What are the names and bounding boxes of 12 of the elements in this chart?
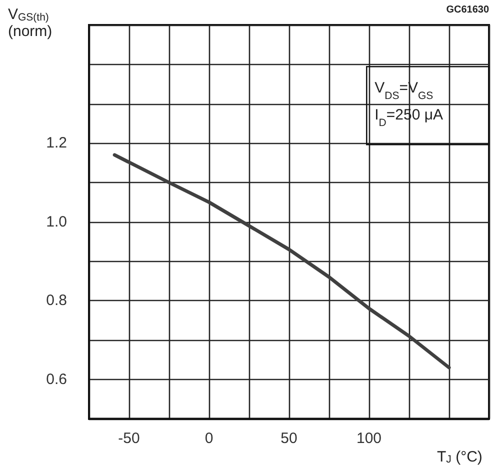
y-tick-label: 1.0 — [46, 213, 67, 230]
y-tick-label: 1.2 — [46, 134, 67, 152]
x-tick-label: 100 — [356, 430, 382, 447]
text: GC61630 — [446, 4, 490, 16]
y-tick-label: 0.8 — [46, 292, 67, 310]
x-tick-label: 50 — [280, 430, 298, 447]
x-axis-title: TJ (°C) — [437, 448, 482, 465]
y-axis-title: VGS(th) (norm) — [8, 6, 52, 40]
x-tick-label: -50 — [118, 430, 140, 447]
line-series — [112, 153, 451, 370]
y-tick-label: 0.6 — [46, 370, 67, 388]
x-tick-label: 0 — [204, 430, 214, 447]
